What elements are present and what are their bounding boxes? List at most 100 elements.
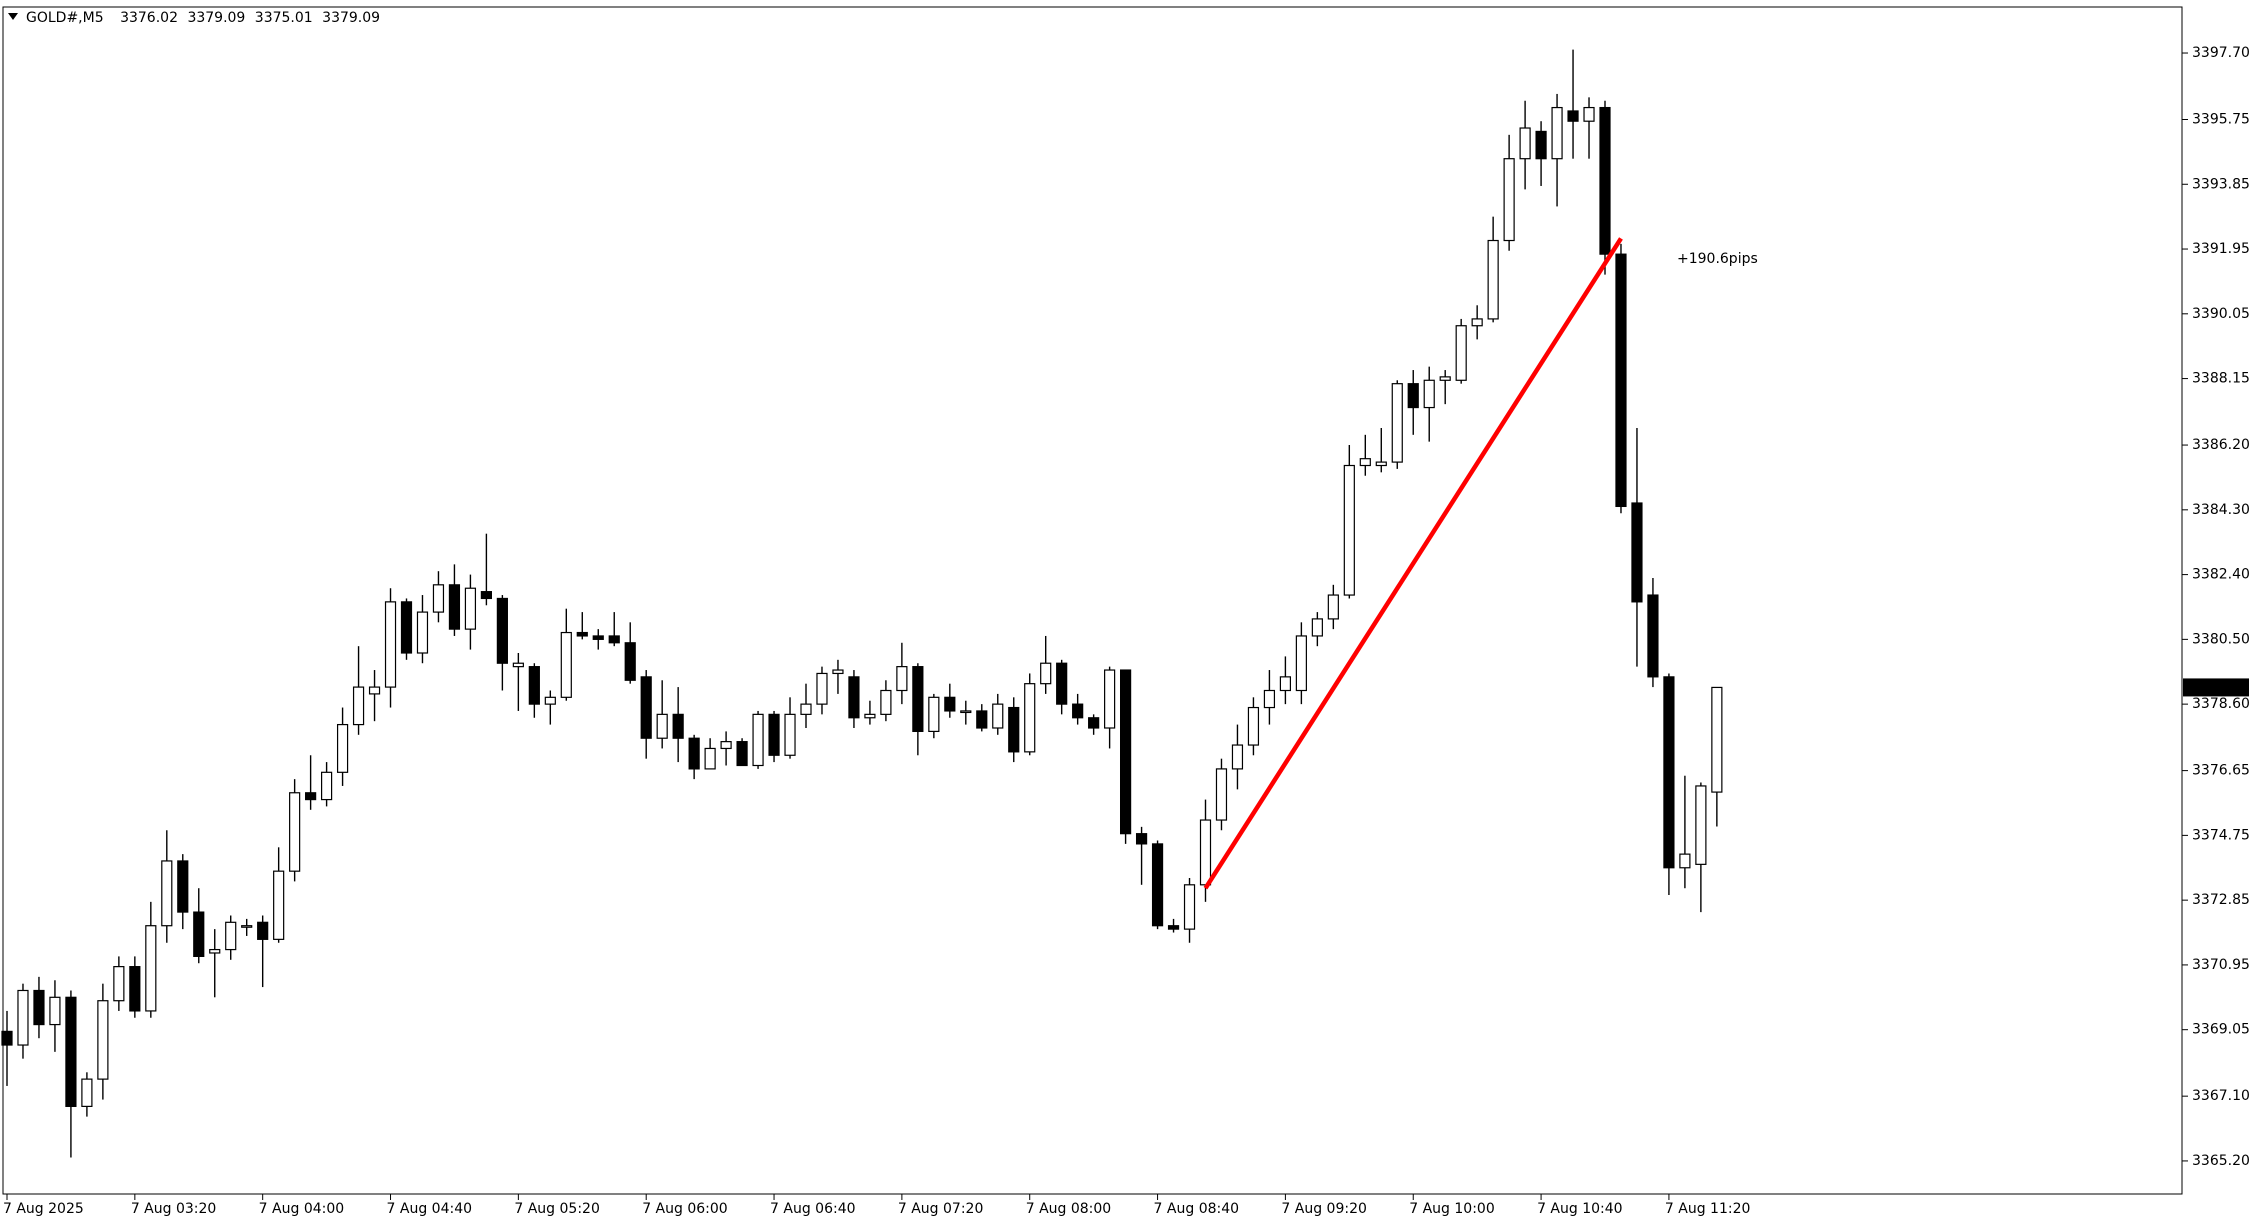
plot-frame bbox=[2, 6, 2183, 1195]
candle-body-down bbox=[257, 921, 269, 940]
x-tick-label: 7 Aug 05:20 bbox=[514, 1201, 600, 1217]
candle-body-down bbox=[448, 584, 461, 630]
candle-body-up bbox=[1391, 383, 1403, 463]
candle-body-down bbox=[624, 642, 636, 681]
candle-body-up bbox=[960, 710, 972, 714]
y-tick-label: 3367.10 bbox=[2192, 1088, 2250, 1104]
candle-body-up bbox=[1040, 662, 1052, 685]
candle-body-up bbox=[832, 669, 844, 675]
y-tick-label: 3391.95 bbox=[2192, 241, 2250, 257]
ohlc-close: 3379.09 bbox=[322, 10, 380, 26]
y-tick-label: 3378.60 bbox=[2192, 696, 2250, 712]
candle-body-up bbox=[1263, 689, 1276, 709]
candle-body-down bbox=[672, 713, 684, 739]
candle-body-down bbox=[1135, 833, 1148, 845]
annotation-text: +190.6pips bbox=[1677, 251, 1758, 267]
candle-body-up bbox=[1695, 785, 1707, 865]
candle-body-up bbox=[656, 713, 668, 739]
candle-body-up bbox=[81, 1078, 93, 1107]
candle-body-down bbox=[848, 676, 860, 719]
candle-body-up bbox=[273, 870, 285, 940]
x-tick-label: 7 Aug 07:20 bbox=[898, 1201, 984, 1217]
y-tick-label: 3372.85 bbox=[2192, 892, 2250, 908]
candle-body-down bbox=[65, 996, 77, 1107]
x-tick-label: 7 Aug 10:40 bbox=[1537, 1201, 1623, 1217]
candle-body-down bbox=[1631, 502, 1643, 603]
candle-body-up bbox=[1471, 318, 1483, 327]
y-tick-label: 3395.75 bbox=[2192, 111, 2250, 127]
candle-body-up bbox=[17, 989, 29, 1046]
x-tick-label: 7 Aug 09:20 bbox=[1281, 1201, 1367, 1217]
candle-body-up bbox=[1183, 884, 1196, 930]
y-tick-label: 3386.20 bbox=[2192, 437, 2250, 453]
candle-body-up bbox=[1375, 461, 1387, 467]
candle-body-up bbox=[1583, 106, 1595, 122]
candle-body-up bbox=[384, 601, 397, 688]
candle-body-up bbox=[1423, 379, 1435, 409]
candle-body-up bbox=[816, 672, 828, 705]
candle-body-up bbox=[1343, 464, 1355, 596]
price-label-bg bbox=[2183, 678, 2249, 697]
candle-body-up bbox=[1679, 853, 1691, 869]
ohlc-open: 3376.02 bbox=[120, 10, 178, 26]
candle-body-down bbox=[1167, 925, 1180, 930]
candle-body-up bbox=[880, 689, 892, 715]
candle-body-up bbox=[1199, 819, 1212, 886]
candle-body-down bbox=[193, 911, 205, 957]
candle-body-down bbox=[1567, 110, 1579, 122]
x-tick-label: 7 Aug 10:00 bbox=[1409, 1201, 1495, 1217]
candle-body-up bbox=[1024, 683, 1036, 753]
candle-body-up bbox=[352, 686, 365, 726]
x-tick-label: 7 Aug 2025 bbox=[3, 1201, 84, 1217]
candle-body-down bbox=[1, 1030, 13, 1046]
candle-body-up bbox=[784, 713, 796, 756]
y-tick-label: 3397.70 bbox=[2192, 45, 2250, 61]
candle-body-down bbox=[1535, 130, 1547, 160]
candle-body-up bbox=[896, 666, 908, 692]
candle-body-up bbox=[928, 696, 940, 733]
menu-triangle[interactable] bbox=[8, 13, 18, 20]
y-tick-label: 3384.30 bbox=[2192, 502, 2250, 518]
candle-body-up bbox=[145, 925, 157, 1012]
candle-body-up bbox=[225, 921, 237, 951]
y-tick-label: 3370.95 bbox=[2192, 957, 2250, 973]
candle-body-up bbox=[289, 792, 301, 872]
candle-body-down bbox=[1151, 843, 1164, 927]
ohlc-high: 3379.09 bbox=[187, 10, 245, 26]
y-tick-label: 3388.15 bbox=[2192, 371, 2250, 387]
candle-body-up bbox=[1455, 325, 1467, 381]
x-tick-label: 7 Aug 11:20 bbox=[1665, 1201, 1751, 1217]
candle-body-down bbox=[177, 860, 189, 913]
symbol: GOLD#,M5 bbox=[26, 10, 104, 26]
x-tick-label: 7 Aug 04:40 bbox=[387, 1201, 473, 1217]
candle-body-up bbox=[241, 925, 253, 928]
candle-body-down bbox=[33, 989, 45, 1026]
candle-body-down bbox=[1615, 253, 1627, 508]
candle-body-up bbox=[1519, 127, 1531, 160]
y-tick-label: 3380.50 bbox=[2192, 631, 2250, 647]
y-tick-label: 3369.05 bbox=[2192, 1022, 2250, 1038]
candle-body-down bbox=[480, 591, 492, 600]
y-tick-label: 3390.05 bbox=[2192, 306, 2250, 322]
candle-body-down bbox=[1008, 706, 1020, 753]
candle-body-up bbox=[720, 741, 732, 750]
candle-body-up bbox=[560, 631, 572, 698]
candle-body-up bbox=[544, 696, 556, 705]
candle-body-down bbox=[768, 713, 780, 756]
candle-body-up bbox=[209, 948, 221, 954]
candle-body-up bbox=[1487, 239, 1499, 320]
x-tick-label: 7 Aug 03:20 bbox=[131, 1201, 217, 1217]
candle-body-up bbox=[1279, 676, 1292, 692]
candle-body-down bbox=[688, 737, 700, 770]
candle-body-down bbox=[129, 966, 141, 1012]
candle-body-up bbox=[1551, 106, 1563, 160]
candle-body-up bbox=[864, 713, 876, 719]
candle-body-up bbox=[1503, 158, 1515, 242]
candle-body-up bbox=[49, 996, 61, 1026]
candle-body-down bbox=[608, 635, 620, 644]
candle-body-up bbox=[512, 662, 524, 668]
x-tick-label: 7 Aug 06:40 bbox=[770, 1201, 856, 1217]
candle-body-up bbox=[432, 584, 445, 613]
